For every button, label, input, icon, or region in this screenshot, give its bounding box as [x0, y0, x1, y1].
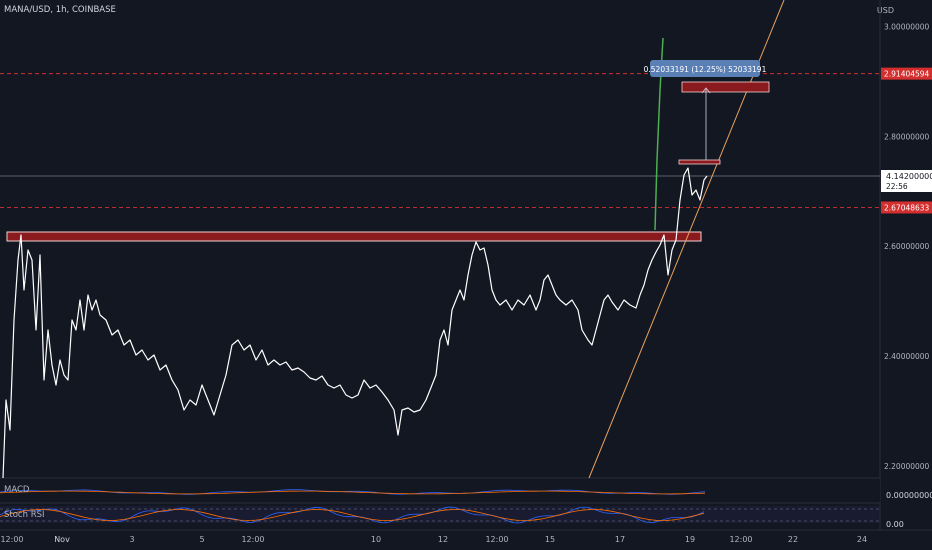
measure-label: 0.52033191 (12.25%) 52033191 [644, 65, 767, 74]
price-tick-12: 2.80000000 [884, 132, 930, 141]
stoch-rsi-label[interactable]: Stoch RSI [4, 510, 45, 520]
last-price-tag [881, 170, 932, 192]
chart-title: MANA/USD, 1h, COINBASE [4, 5, 116, 15]
stoch-k-line [0, 506, 705, 524]
price-level-tag-3 [881, 67, 932, 80]
currency-label: USD [876, 6, 894, 15]
measure-label-box [650, 60, 760, 77]
time-tick-5: 10 [371, 535, 381, 544]
price-tick-13: 2.60000000 [884, 242, 930, 251]
time-tick-12: 22 [788, 535, 798, 544]
time-tick-2: 3 [129, 535, 134, 544]
macd-label[interactable]: MACD [4, 485, 30, 495]
time-tick-4: 12:00 [241, 535, 264, 544]
stoch-value: 0.00 [886, 520, 904, 529]
measure-arrow-head-icon [701, 87, 711, 94]
time-tick-10: 19 [685, 535, 695, 544]
price-tick-14: 2.40000000 [884, 352, 930, 361]
price-level-label-4: 2.67048633 [884, 203, 930, 212]
price-tick-15: 2.20000000 [884, 462, 930, 471]
price-level-tag-4 [881, 201, 932, 214]
time-tick-6: 12 [438, 535, 448, 544]
time-tick-1: Nov [54, 535, 70, 544]
macd-value: 0.00000000 [886, 491, 932, 500]
time-tick-8: 15 [545, 535, 555, 544]
time-tick-9: 17 [615, 535, 625, 544]
time-tick-13: 24 [857, 535, 867, 544]
bar-countdown: 22:56 [886, 182, 908, 191]
trendline[interactable] [588, 0, 785, 479]
price-axis-ticks: 5.200000005.000000004.800000004.60000000… [884, 22, 930, 471]
price-series-line [2, 167, 708, 479]
resistance-zone[interactable] [6, 231, 702, 242]
time-tick-7: 12:00 [485, 535, 508, 544]
measure-tool[interactable]: 0.52033191 (12.25%) 52033191 [644, 60, 770, 165]
stoch-band [0, 506, 880, 523]
stoch-d-line [0, 509, 705, 521]
measure-start-box [678, 159, 721, 165]
price-level-labels: 5.106082484.768420293.262779032.91404594… [881, 67, 932, 214]
measure-target-box [681, 81, 770, 93]
time-tick-0: 12:00 [0, 535, 23, 544]
macd-pane [0, 479, 880, 502]
macd-signal-line [0, 490, 706, 495]
time-tick-3: 5 [199, 535, 204, 544]
time-axis-ticks: 12:00 Nov 3 5 12:00 10 12 12:00 15 17 19 12:00 22 24 [0, 535, 867, 544]
stoch-rsi-pane [0, 506, 880, 524]
price-level-label-3: 2.91404594 [884, 70, 930, 79]
price-tick-11: 3.00000000 [884, 22, 930, 31]
time-tick-11: 12:00 [729, 535, 752, 544]
last-price-value: 4.14200000 [886, 172, 932, 181]
